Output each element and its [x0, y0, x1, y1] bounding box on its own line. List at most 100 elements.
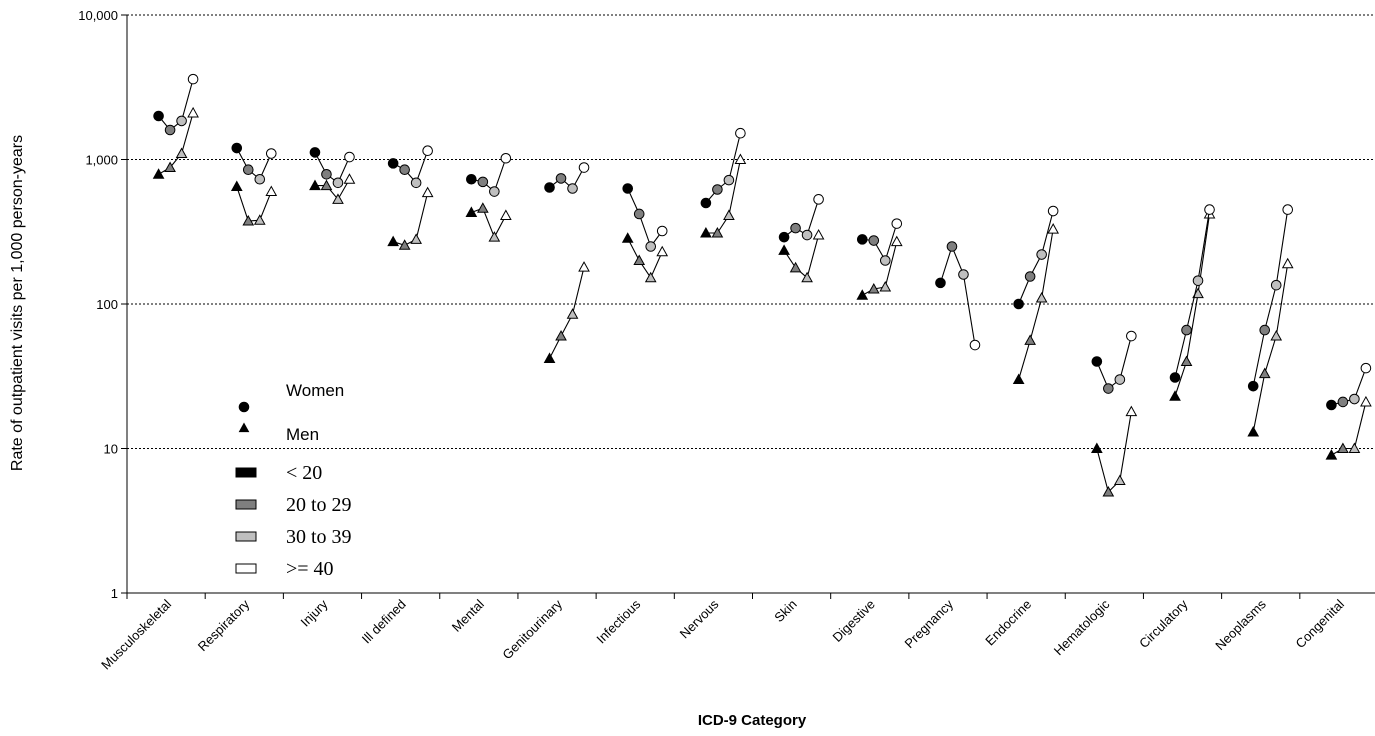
- series-line: [471, 207, 507, 239]
- men-point: [543, 352, 556, 363]
- legend-age-label: 30 to 39: [286, 526, 352, 548]
- x-tick-label: Musculoskeletal: [98, 596, 174, 672]
- women-point: [254, 173, 266, 185]
- men-point: [465, 206, 478, 217]
- women-point: [1126, 330, 1137, 342]
- men-point: [398, 239, 411, 250]
- legend-women-marker: [238, 401, 250, 413]
- legend-age-label: >= 40: [286, 558, 334, 580]
- men-point: [621, 232, 634, 243]
- series-line: [862, 223, 898, 262]
- legend-men-marker: [238, 422, 250, 433]
- y-tick-label: 10,000: [78, 8, 118, 23]
- series-line: [549, 167, 585, 190]
- women-point: [176, 115, 187, 127]
- series-line: [392, 150, 429, 184]
- women-point: [422, 145, 433, 157]
- men-point: [421, 186, 434, 198]
- legend-age-label: < 20: [286, 462, 322, 484]
- legend-swatch: [235, 531, 257, 542]
- women-point: [1326, 399, 1337, 411]
- women-point: [1192, 275, 1204, 286]
- men-point: [332, 193, 344, 204]
- x-tick-label: Skin: [771, 597, 799, 625]
- series-line: [627, 238, 663, 279]
- men-point: [499, 209, 512, 220]
- men-point: [1024, 334, 1037, 345]
- women-point: [477, 176, 489, 188]
- women-point: [1024, 271, 1036, 282]
- men-point: [387, 235, 400, 247]
- men-point: [1047, 223, 1060, 234]
- series-line: [783, 199, 820, 238]
- gridlines: [127, 14, 1375, 449]
- men-point: [187, 106, 199, 118]
- men-point: [1180, 355, 1193, 367]
- men-point: [879, 281, 892, 292]
- women-point: [868, 235, 880, 246]
- women-point: [567, 183, 578, 194]
- women-point: [790, 222, 801, 234]
- series-line: [1174, 213, 1211, 397]
- men-point: [801, 271, 813, 283]
- axes: 1 10 100 1,000 10,000 Musculoskeletal Respirat…: [78, 8, 1375, 673]
- women-point: [1282, 204, 1294, 215]
- women-point: [1360, 362, 1372, 374]
- series-line: [1331, 367, 1367, 406]
- men-point: [633, 254, 646, 266]
- women-point: [1114, 374, 1126, 385]
- series-line: [236, 147, 272, 181]
- women-point: [1013, 298, 1024, 310]
- x-tick-label: Mental: [449, 596, 487, 634]
- legend: Women Men < 20 20 to 29 30 to 39 >= 40: [235, 381, 352, 580]
- series-line: [705, 159, 741, 234]
- series-line: [1096, 411, 1132, 494]
- x-tick-label: Nervous: [677, 596, 722, 641]
- men-point: [1102, 485, 1115, 497]
- series-line: [236, 186, 272, 222]
- men-point: [890, 235, 903, 247]
- women-point: [778, 231, 790, 243]
- women-point: [578, 162, 590, 173]
- women-point: [544, 182, 555, 193]
- series-line: [314, 178, 350, 201]
- x-tick-label: Digestive: [829, 597, 877, 645]
- x-tick-label: Hematologic: [1051, 596, 1113, 658]
- men-point: [867, 282, 880, 294]
- men-point: [1258, 367, 1271, 379]
- men-point: [309, 179, 321, 191]
- x-tick-label: Ill defined: [359, 597, 409, 647]
- series-line: [1252, 209, 1289, 387]
- men-point: [778, 244, 790, 255]
- series-line: [549, 266, 585, 359]
- men-point: [410, 233, 423, 244]
- series-line: [862, 241, 898, 296]
- women-point: [344, 151, 355, 163]
- men-point: [656, 245, 669, 257]
- x-tick-label: Endocrine: [982, 597, 1034, 649]
- x-tick-label: Respiratory: [195, 596, 253, 654]
- y-tick-label: 1,000: [85, 153, 118, 168]
- men-point: [555, 330, 567, 341]
- women-point: [935, 277, 946, 289]
- women-point: [466, 173, 477, 185]
- x-tick-label: Genitourinary: [499, 596, 565, 662]
- women-point: [231, 142, 243, 154]
- women-point: [242, 164, 254, 175]
- men-series: [152, 106, 1372, 497]
- x-tick-label: Pregnancy: [902, 596, 957, 651]
- men-point: [242, 215, 255, 226]
- men-point: [789, 261, 802, 273]
- x-tick-label: Neoplasms: [1212, 596, 1269, 653]
- women-point: [500, 152, 512, 164]
- men-point: [711, 226, 724, 238]
- men-point: [488, 231, 501, 242]
- women-point: [309, 147, 321, 158]
- y-tick-label: 10: [104, 442, 118, 457]
- women-point: [969, 339, 981, 351]
- legend-swatch: [235, 499, 257, 510]
- women-point: [1036, 249, 1047, 260]
- series-line: [627, 188, 663, 248]
- women-point: [1259, 324, 1271, 336]
- women-point: [265, 148, 277, 159]
